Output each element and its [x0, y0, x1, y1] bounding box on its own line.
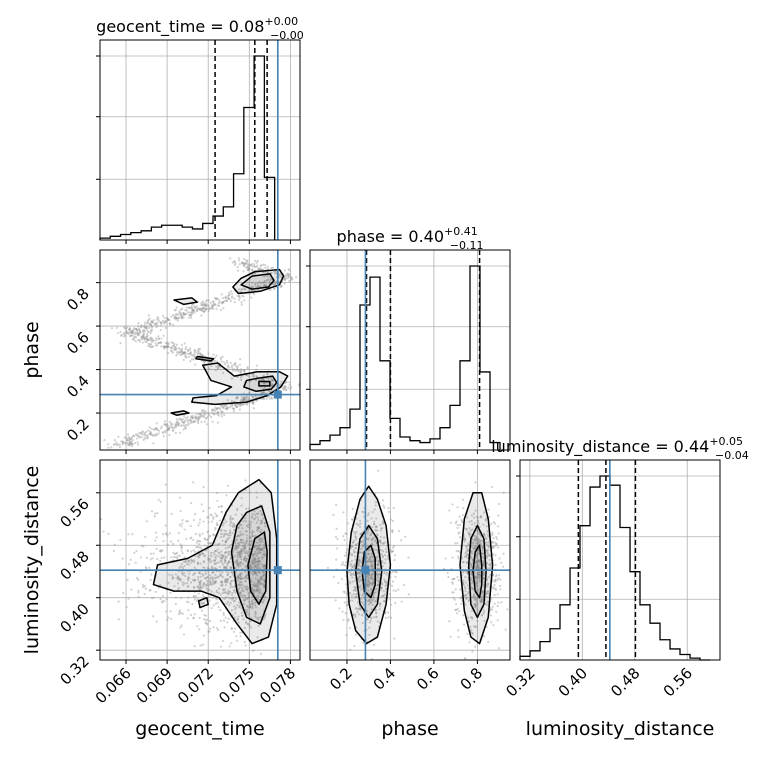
x-tick-label-luminosity_distance: 0.48 — [607, 664, 643, 700]
2d-panel-geocent_time-vs-phase — [96, 249, 301, 454]
y-tick-label-phase: 0.4 — [63, 372, 93, 402]
histogram-luminosity_distance — [519, 475, 711, 661]
x-axis-label-phase: phase — [381, 718, 438, 740]
scatter-cloud — [103, 257, 300, 450]
hist-phase-frame — [309, 249, 511, 451]
truth-marker — [273, 566, 282, 575]
x-tick-label-phase: 0.2 — [326, 664, 356, 694]
contour-level — [240, 273, 275, 290]
contour-level — [170, 410, 190, 416]
2d-2-frame — [309, 459, 511, 661]
x-tick-label-phase: 0.6 — [413, 664, 443, 694]
truth-marker — [361, 566, 370, 575]
truth-marker — [273, 390, 282, 399]
contour-level — [459, 492, 494, 645]
x-axis-label-luminosity_distance: luminosity_distance — [526, 718, 715, 740]
2d-1-frame — [99, 459, 301, 661]
x-tick-label-geocent_time: 0.078 — [256, 664, 299, 707]
contour-level — [152, 478, 278, 645]
scatter-cloud — [326, 469, 509, 660]
x-tick-label-geocent_time: 0.072 — [174, 664, 217, 707]
title-luminosity_distance: luminosity_distance = 0.44+0.05 −0.04 — [491, 435, 749, 462]
contour-level — [346, 485, 392, 645]
2d-panel-geocent_time-vs-luminosity_distance — [96, 459, 301, 664]
contour-level — [232, 268, 285, 295]
contour-level — [195, 355, 215, 362]
hist-geocent_time-frame — [99, 39, 301, 241]
y-tick-label-luminosity_distance: 0.40 — [56, 600, 92, 636]
x-tick-label-geocent_time: 0.066 — [92, 664, 135, 707]
x-axis-label-geocent_time: geocent_time — [135, 718, 264, 740]
contour-level — [173, 297, 199, 306]
histogram-geocent_time — [99, 55, 276, 240]
x-tick-label-geocent_time: 0.069 — [133, 664, 176, 707]
title-geocent_time: geocent_time = 0.08+0.00 −0.00 — [96, 15, 304, 42]
hist-luminosity_distance-frame — [519, 459, 721, 661]
contour-level — [191, 362, 289, 406]
y-tick-label-phase: 0.6 — [63, 328, 93, 358]
y-tick-label-luminosity_distance: 0.56 — [56, 495, 92, 531]
contour-level — [258, 380, 271, 387]
x-tick-label-phase: 0.8 — [457, 664, 487, 694]
hist-panel-phase: phase = 0.40+0.41 −0.11 — [306, 225, 511, 454]
contour-level — [243, 375, 278, 393]
x-tick-label-luminosity_distance: 0.32 — [502, 664, 538, 700]
contour-level — [197, 596, 209, 609]
2d-panel-phase-vs-luminosity_distance — [309, 459, 511, 664]
contour-level — [247, 531, 268, 606]
hist-panel-luminosity_distance: luminosity_distance = 0.44+0.05 −0.04 — [491, 435, 749, 661]
contour-level — [467, 524, 487, 619]
y-tick-label-luminosity_distance: 0.48 — [56, 547, 92, 583]
y-tick-label-luminosity_distance: 0.32 — [56, 652, 92, 688]
y-axis-label-luminosity_distance: luminosity_distance — [21, 466, 43, 655]
contour-level — [354, 524, 383, 619]
y-tick-label-phase: 0.2 — [63, 415, 93, 445]
histogram-phase — [309, 265, 501, 450]
scatter-cloud — [100, 478, 278, 660]
x-tick-label-geocent_time: 0.075 — [215, 664, 258, 707]
contour-level — [472, 544, 483, 599]
x-tick-label-luminosity_distance: 0.56 — [660, 664, 696, 700]
contour-level — [230, 505, 271, 625]
y-tick-label-phase: 0.8 — [63, 285, 93, 315]
2d-0-frame — [99, 249, 301, 451]
y-axis-label-phase: phase — [21, 321, 43, 378]
title-phase: phase = 0.40+0.41 −0.11 — [337, 225, 484, 252]
x-tick-label-luminosity_distance: 0.40 — [555, 664, 591, 700]
hist-panel-geocent_time: geocent_time = 0.08+0.00 −0.00 — [96, 15, 304, 244]
x-tick-label-phase: 0.4 — [370, 664, 400, 694]
